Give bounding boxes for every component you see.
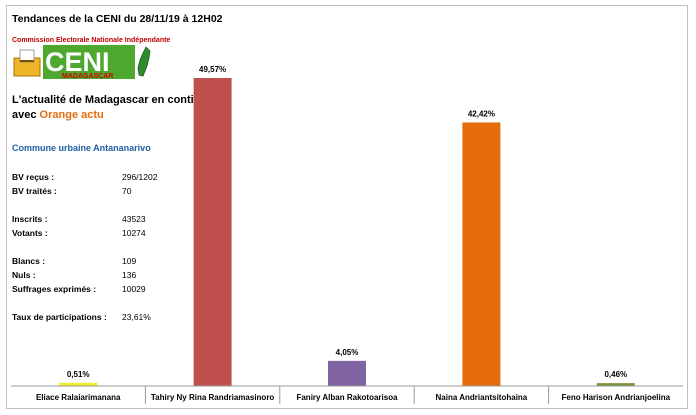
stat-value: 23,61%: [122, 312, 151, 322]
logo-subtext: MADAGASCAR: [62, 73, 113, 80]
ballot-box-icon: [13, 49, 41, 77]
stat-value: 70: [122, 186, 132, 196]
stat-label: Votants :: [12, 228, 48, 238]
promo-prefix: avec: [12, 109, 37, 121]
stat-value: 10274: [122, 228, 146, 238]
data-label: 42,42%: [468, 109, 495, 118]
data-label: 4,05%: [336, 348, 359, 357]
stat-label: Taux de participations :: [12, 312, 107, 322]
stat-label: Suffrages exprimés :: [12, 284, 97, 294]
category-label: Tahiry Ny Rina Randriamasinoro: [151, 393, 275, 402]
bar: [59, 382, 98, 386]
orange-actu-link[interactable]: Orange actu: [39, 109, 104, 121]
category-label: Feno Harison Andrianjoelina: [561, 393, 670, 402]
stat-label: BV reçus :: [12, 172, 55, 182]
bar: [596, 383, 635, 386]
category-label: Eliace Ralaiarimanana: [36, 393, 121, 402]
bar: [328, 360, 366, 386]
data-label: 49,57%: [199, 65, 226, 74]
stat-value: 109: [122, 256, 137, 266]
ceni-org-name: Commission Electorale Nationale Indépend…: [12, 37, 171, 44]
ceni-logo: CENI MADAGASCAR: [13, 45, 151, 80]
bar: [193, 78, 232, 386]
bar: [462, 122, 501, 387]
logo-text: CENI: [45, 47, 110, 77]
commune-heading: Commune urbaine Antananarivo: [12, 143, 151, 153]
promo-line2: avec Orange actu: [12, 109, 104, 121]
stat-label: Nuls :: [12, 270, 36, 280]
bar-series: [59, 78, 635, 387]
logo-green-band: [43, 45, 135, 79]
promo-line1: L'actualité de Madagascar en continu: [12, 94, 208, 106]
stat-value: 10029: [122, 284, 146, 294]
madagascar-map-icon: [137, 46, 151, 77]
data-label: 0,51%: [67, 370, 90, 379]
page-title: Tendances de la CENI du 28/11/19 à 12H02: [12, 13, 223, 25]
stat-label: Inscrits :: [12, 214, 48, 224]
stat-label: Blancs :: [12, 256, 46, 266]
stat-value: 296/1202: [122, 172, 158, 182]
stat-value: 136: [122, 270, 137, 280]
stat-label: BV traités :: [12, 186, 57, 196]
category-labels: Eliace Ralaiarimanana Tahiry Ny Rina Rand…: [36, 393, 671, 402]
category-label: Faniry Alban Rakotoarisoa: [296, 393, 398, 402]
category-dividers: [144, 386, 550, 404]
category-label: Naina Andriantsitohaina: [436, 393, 528, 402]
stat-value: 43523: [122, 214, 146, 224]
data-labels: 0,51% 49,57% 4,05% 42,42% 0,46%: [67, 65, 627, 379]
data-label: 0,46%: [604, 370, 627, 379]
